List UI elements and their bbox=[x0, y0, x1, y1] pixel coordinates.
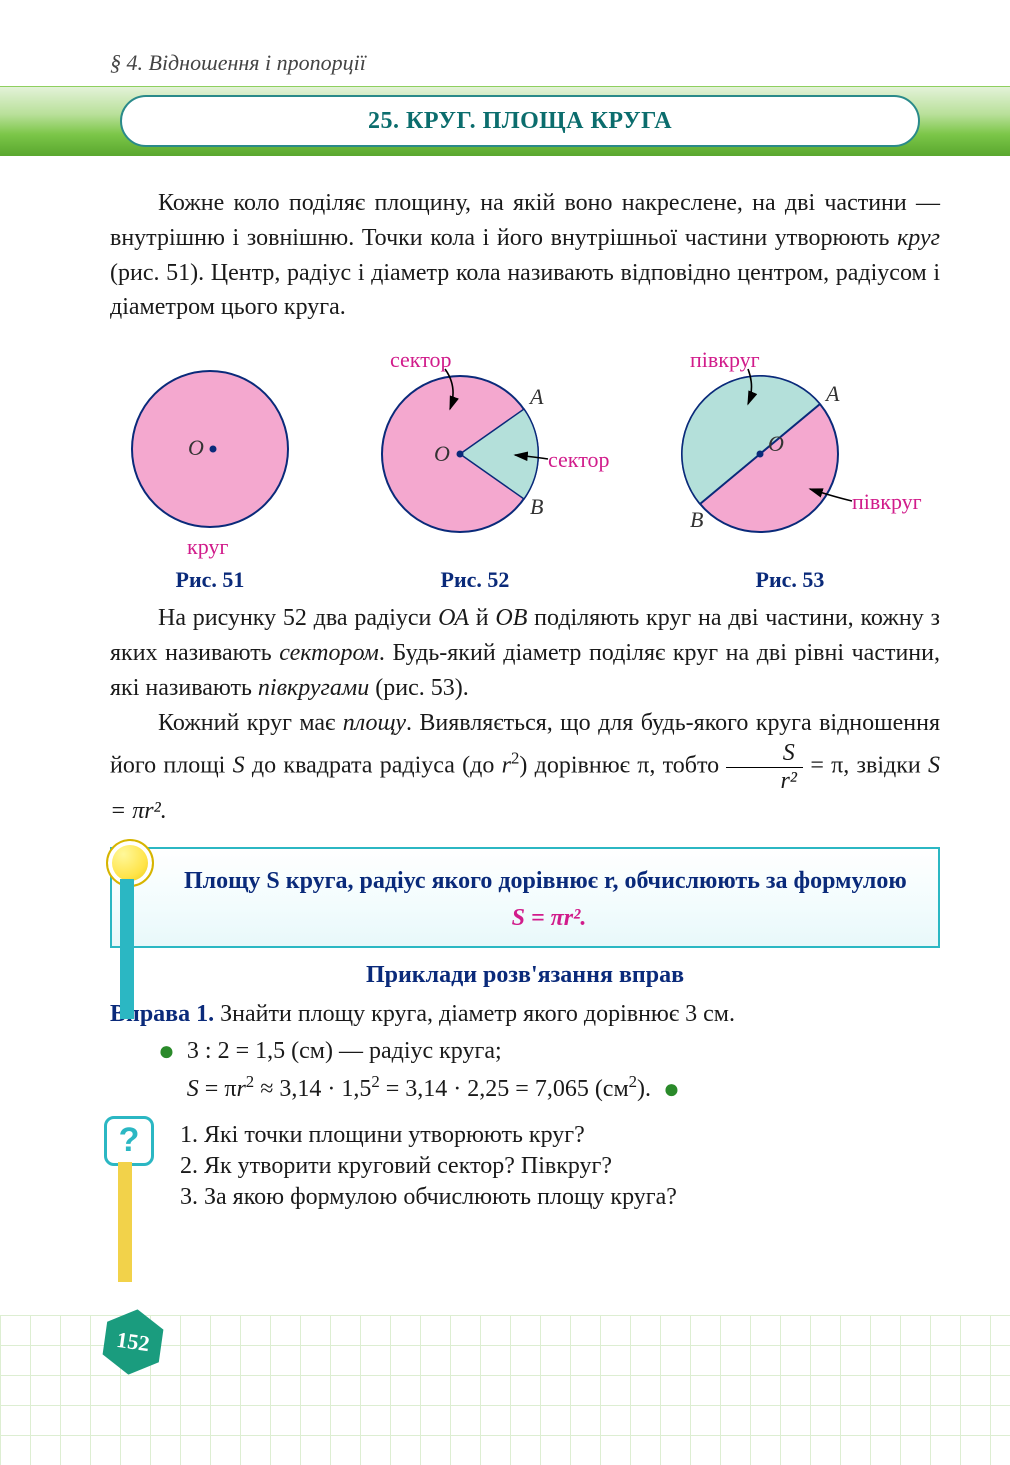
figure-53: O A B півкруг півкруг Рис. 53 bbox=[640, 349, 940, 593]
figure-51: O круг Рис. 51 bbox=[110, 359, 310, 593]
figure-53-caption: Рис. 53 bbox=[756, 567, 825, 593]
bulb-stem-icon bbox=[120, 879, 134, 1019]
svg-text:круг: круг bbox=[187, 534, 228, 559]
figure-52: O A B сектор сектор Рис. 52 bbox=[330, 349, 620, 593]
question-stem-icon bbox=[118, 1162, 132, 1282]
svg-text:сектор: сектор bbox=[390, 349, 452, 372]
figure-51-svg: O круг bbox=[110, 359, 310, 559]
question-icon: ? bbox=[104, 1116, 154, 1166]
svg-text:O: O bbox=[188, 435, 204, 460]
svg-text:O: O bbox=[768, 431, 784, 456]
paragraph-2: На рисунку 52 два радіуси ОА й ОВ поділя… bbox=[110, 601, 940, 705]
exercise-1-step-1: ● 3 : 2 = 1,5 (см) — радіус круга; bbox=[110, 1034, 940, 1066]
svg-text:сектор: сектор bbox=[548, 447, 610, 472]
formula-box: Площу S круга, радіус якого дорівнює r, … bbox=[110, 847, 940, 948]
svg-text:півкруг: півкруг bbox=[852, 489, 922, 514]
question-3: 3. За якою формулою обчислюють площу кру… bbox=[180, 1184, 940, 1211]
question-1: 1. Які точки площини утворюють круг? bbox=[180, 1122, 940, 1149]
title-band: 25. КРУГ. ПЛОЩА КРУГА bbox=[0, 86, 1010, 156]
formula-main: S = πr². bbox=[184, 905, 914, 932]
section-header: § 4. Відношення і пропорції bbox=[110, 50, 940, 76]
svg-text:півкруг: півкруг bbox=[690, 349, 760, 372]
svg-text:O: O bbox=[434, 441, 450, 466]
examples-header: Приклади розв'язання вправ bbox=[110, 962, 940, 989]
figure-51-caption: Рис. 51 bbox=[176, 567, 245, 593]
svg-text:B: B bbox=[690, 507, 703, 532]
figure-52-svg: O A B сектор сектор bbox=[330, 349, 620, 559]
svg-text:B: B bbox=[530, 494, 543, 519]
figures-row: O круг Рис. 51 O A B секто bbox=[110, 349, 940, 593]
figure-53-svg: O A B півкруг півкруг bbox=[640, 349, 940, 559]
paragraph-1: Кожне коло поділяє площину, на якій воно… bbox=[110, 186, 940, 325]
page-content: § 4. Відношення і пропорції 25. КРУГ. ПЛ… bbox=[0, 0, 1010, 1241]
page-title: 25. КРУГ. ПЛОЩА КРУГА bbox=[120, 95, 920, 147]
question-2: 2. Як утворити круговий сектор? Півкруг? bbox=[180, 1153, 940, 1180]
svg-text:A: A bbox=[824, 381, 840, 406]
exercise-1-step-2: S = πr2 ≈ 3,14 · 1,52 = 3,14 · 2,25 = 7,… bbox=[110, 1072, 940, 1104]
figure-52-caption: Рис. 52 bbox=[441, 567, 510, 593]
exercise-1: Вправа 1. Знайти площу круга, діаметр як… bbox=[110, 1001, 940, 1028]
paragraph-3: Кожний круг має площу. Виявляється, що д… bbox=[110, 706, 940, 829]
formula-box-text: Площу S круга, радіус якого дорівнює r, … bbox=[184, 863, 914, 899]
questions-box: ? 1. Які точки площини утворюють круг? 2… bbox=[110, 1122, 940, 1211]
exercise-1-calc: 3,14 · 1,52 = 3,14 · 2,25 = 7,065 (см2). bbox=[279, 1076, 651, 1102]
svg-text:A: A bbox=[528, 384, 544, 409]
